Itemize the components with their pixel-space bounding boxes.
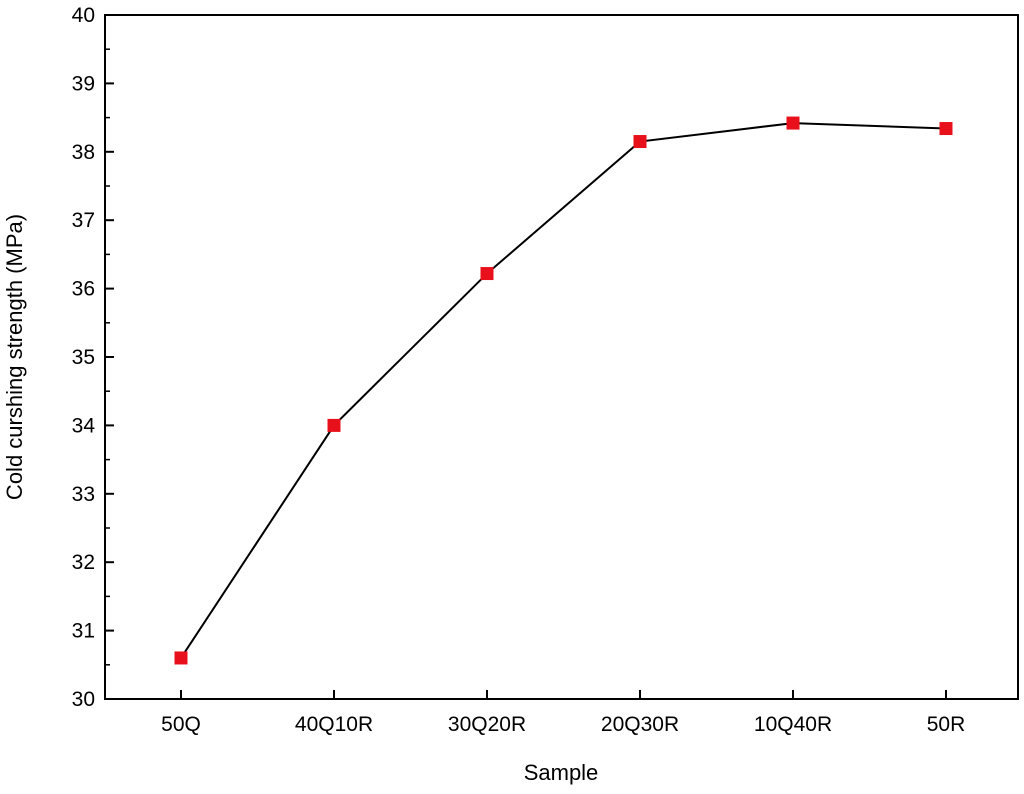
x-tick-label: 30Q20R (448, 713, 526, 736)
data-point-marker (786, 116, 800, 130)
x-tick-label: 10Q40R (754, 713, 832, 736)
y-tick-label: 38 (72, 141, 95, 164)
y-tick-label: 34 (72, 414, 96, 437)
y-tick-label: 33 (72, 483, 95, 506)
data-point-marker (327, 418, 341, 432)
series-markers (174, 116, 953, 665)
x-axis-title: Sample (524, 760, 599, 785)
x-tick-label: 20Q30R (601, 713, 679, 736)
y-tick-label: 37 (72, 209, 95, 232)
y-axis: 30 31 32 33 34 35 36 37 38 39 40 (72, 4, 114, 711)
y-tick-label: 32 (72, 551, 95, 574)
y-tick-label: 39 (72, 72, 95, 95)
y-tick-label: 40 (72, 4, 95, 27)
y-tick-label: 31 (72, 620, 95, 643)
y-tick-label: 36 (72, 278, 95, 301)
data-point-marker (939, 122, 953, 136)
series-line (180, 122, 947, 659)
x-tick-label: 50Q (161, 713, 201, 736)
x-axis: 50Q 40Q10R 30Q20R 20Q30R 10Q40R 50R (161, 690, 965, 736)
x-tick-label: 50R (927, 713, 966, 736)
plot-frame (104, 14, 1019, 700)
x-tick-label: 40Q10R (295, 713, 373, 736)
y-axis-title: Cold curshing strength (MPa) (2, 214, 27, 500)
data-point-marker (633, 135, 647, 149)
y-tick-label: 35 (72, 346, 95, 369)
data-point-marker (480, 267, 494, 281)
y-tick-label: 30 (72, 688, 95, 711)
data-point-marker (174, 651, 188, 665)
